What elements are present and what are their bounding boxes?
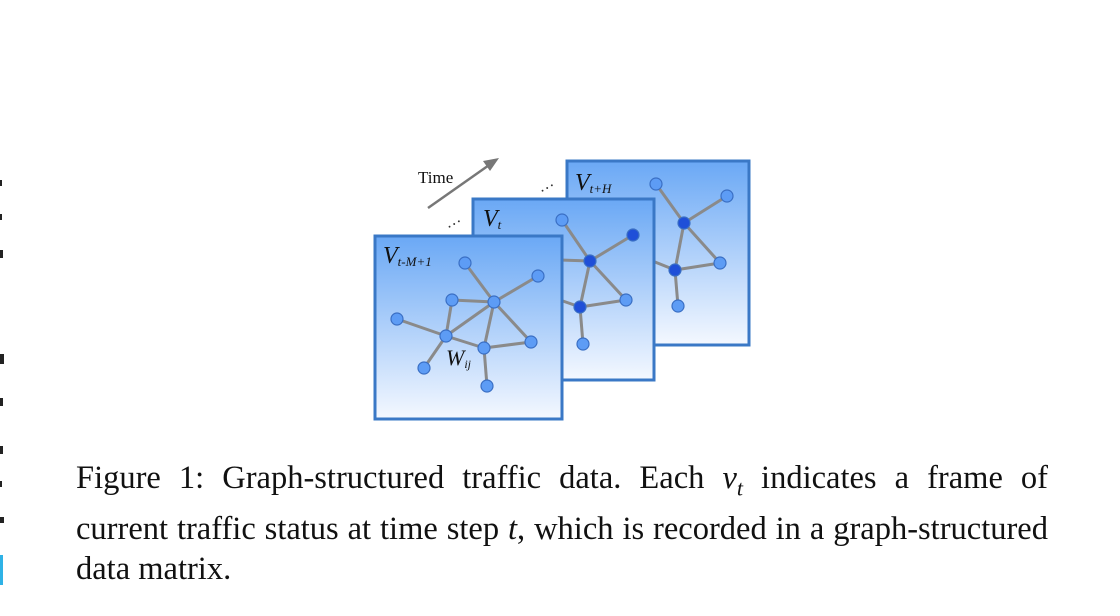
frame-front-label: Vt-M+1	[383, 243, 432, 269]
ellipsis-top: …	[534, 173, 556, 196]
frame-back-label: Vt+H	[575, 170, 612, 196]
caption-var-t: t	[508, 510, 518, 547]
frame-back: Vt+H	[565, 159, 751, 347]
frame-front: Vt-M+1 Wij	[373, 234, 564, 421]
caption-var-v: v	[722, 460, 737, 496]
edge-weight-label: Wij	[446, 345, 472, 371]
frame-mid-nodes	[555, 213, 640, 351]
caption-var-v-sub: t	[736, 475, 743, 501]
left-column-fragments	[0, 180, 4, 585]
frame-mid-label: Vt	[483, 206, 502, 232]
time-arrow	[427, 158, 499, 210]
ellipsis-mid: …	[441, 209, 463, 232]
caption-suffix: , which is recorded in a graph-structure…	[76, 510, 1048, 587]
frame-front-nodes	[390, 256, 545, 393]
figure-caption: Figure 1: Graph-structured traffic data.…	[76, 458, 1048, 589]
caption-middle: indicates a frame of current traffic sta…	[76, 460, 1048, 547]
frame-back-nodes	[649, 177, 734, 313]
time-label: Time	[418, 168, 453, 187]
caption-prefix: Figure 1: Graph-structured traffic data.…	[76, 460, 723, 496]
